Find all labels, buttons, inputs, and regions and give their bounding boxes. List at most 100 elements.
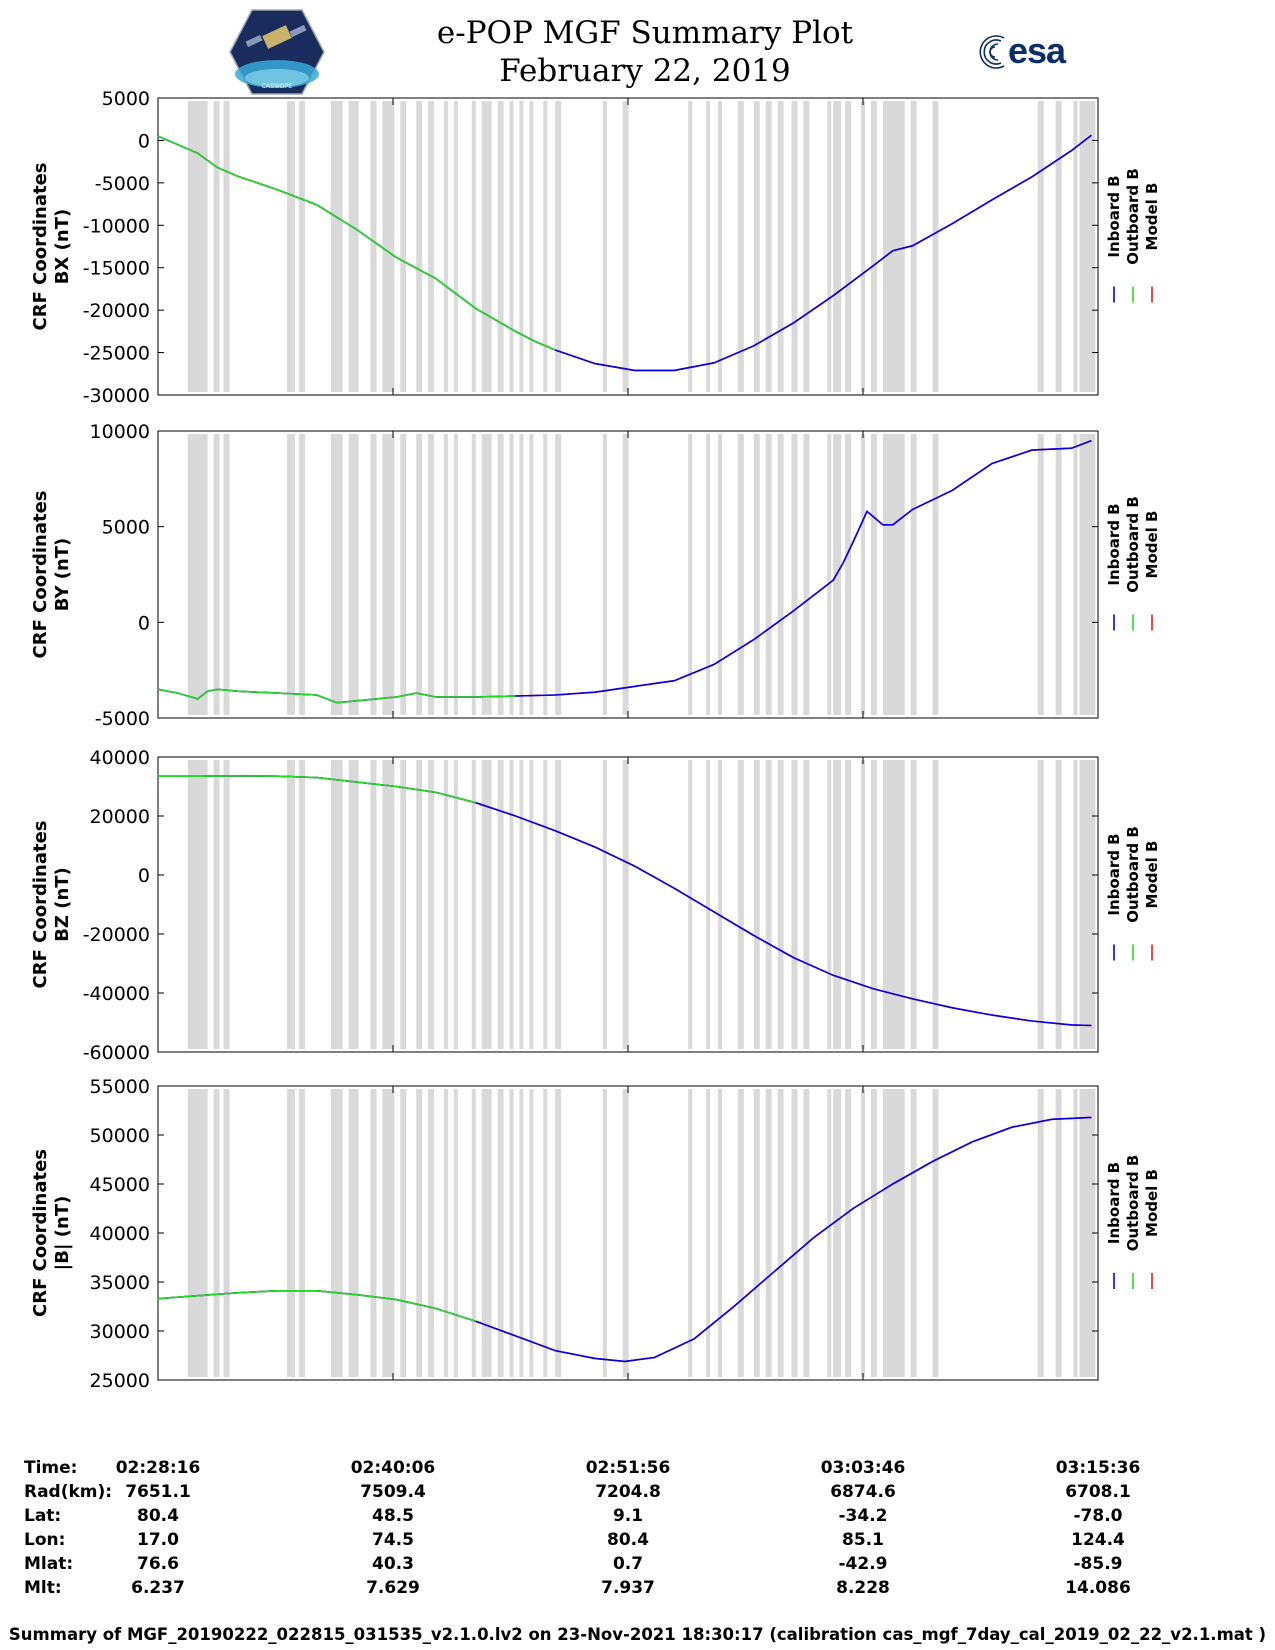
y-tick-label: 40000 <box>90 747 150 769</box>
data-gap-bar <box>330 760 343 1049</box>
data-gap-bar <box>870 1089 877 1377</box>
data-gap-bar <box>223 434 230 715</box>
info-cell: 14.086 <box>1065 1578 1131 1598</box>
data-gap-bar <box>1055 434 1062 715</box>
legend-label: Inboard B <box>1105 1162 1123 1244</box>
data-gap-bar <box>223 101 230 392</box>
data-gap-bar <box>688 101 693 392</box>
legend-label: Inboard B <box>1105 503 1123 585</box>
outboard-b-series <box>157 688 516 704</box>
info-cell: 17.0 <box>137 1530 179 1550</box>
info-cell: 85.1 <box>842 1530 884 1550</box>
data-gap-bar <box>330 1089 343 1377</box>
data-gap-bar <box>833 101 842 392</box>
y-axis-label-line2: BY (nT) <box>52 538 73 612</box>
data-gap-bar <box>519 434 524 715</box>
data-gap-bar <box>370 434 377 715</box>
data-gap-bar <box>348 434 359 715</box>
data-gap-bar <box>543 434 548 715</box>
data-gap-bar <box>213 434 220 715</box>
info-cell: 48.5 <box>372 1506 414 1526</box>
data-gap-bar <box>845 101 852 392</box>
data-gap-bar <box>543 101 548 392</box>
y-tick-label: 40000 <box>90 1223 150 1245</box>
data-gap-bar <box>1079 434 1096 715</box>
data-gap-bar <box>497 101 504 392</box>
data-gap-bar <box>519 1089 524 1377</box>
data-gap-bar <box>882 434 905 715</box>
data-gap-bar <box>187 101 208 392</box>
data-gap-bar <box>497 760 504 1049</box>
data-gap-bar <box>870 760 877 1049</box>
data-gap-bar <box>529 1089 534 1377</box>
data-gap-bar <box>765 1089 772 1377</box>
data-gap-bar <box>529 760 534 1049</box>
y-tick-label: -5000 <box>95 708 150 730</box>
legend-label: Model B <box>1143 511 1161 579</box>
data-gap-bar <box>688 760 693 1049</box>
data-gap-bar <box>443 1089 448 1377</box>
data-gap-bar <box>777 1089 784 1377</box>
data-gap-bar <box>1037 760 1044 1049</box>
data-gap-bar <box>827 434 832 715</box>
data-gap-bar <box>932 434 939 715</box>
data-gap-bar <box>443 434 448 715</box>
data-gap-bar <box>932 760 939 1049</box>
y-tick-label: 50000 <box>90 1125 150 1147</box>
info-cell: 74.5 <box>372 1530 414 1550</box>
data-gap-bar <box>910 760 917 1049</box>
info-cell: -34.2 <box>838 1506 888 1526</box>
info-cell: 02:51:56 <box>585 1458 671 1478</box>
data-gap-bar <box>1073 101 1078 392</box>
panel-bx: 5000 0 -5000 -10000 -15000 -20000 -25000 -30000… <box>30 88 1161 407</box>
legend-label: Model B <box>1143 183 1161 251</box>
data-gap-bar <box>777 760 784 1049</box>
data-gap-bar <box>861 760 865 1049</box>
y-tick-label: -60000 <box>83 1042 150 1064</box>
info-row-label: Time: <box>24 1458 78 1478</box>
info-cell: 6708.1 <box>1065 1482 1131 1502</box>
info-cell: 40.3 <box>372 1554 414 1574</box>
info-cell: 7.629 <box>366 1578 420 1598</box>
data-gap-bar <box>287 760 296 1049</box>
y-tick-label: -25000 <box>83 343 150 365</box>
data-gap-bar <box>428 434 435 715</box>
data-gap-bar <box>737 1089 744 1377</box>
data-gap-bar <box>791 101 798 392</box>
data-gap-bar <box>622 101 629 392</box>
data-gap-bar <box>497 434 504 715</box>
data-gap-bar <box>1079 1089 1096 1377</box>
data-gap-bar <box>910 101 917 392</box>
footer-caption: Summary of MGF_20190222_022815_031535_v2… <box>8 1625 1267 1644</box>
data-gap-bar <box>287 434 296 715</box>
data-gap-bar <box>543 1089 548 1377</box>
data-gap-bar <box>348 760 359 1049</box>
legend-label: Inboard B <box>1105 175 1123 257</box>
data-gap-bar <box>602 1089 607 1377</box>
y-axis-label: CRF Coordinates|B| (nT) <box>30 1149 73 1317</box>
info-cell: 03:15:36 <box>1055 1458 1141 1478</box>
panel-bmag: 55000 50000 45000 40000 35000 30000 25000 CRF C… <box>30 1076 1161 1392</box>
data-gap-bar <box>1055 101 1062 392</box>
data-gap-bar <box>765 434 772 715</box>
y-tick-label: 0 <box>138 612 150 634</box>
data-gap-bar <box>833 1089 842 1377</box>
y-tick-label: -15000 <box>83 258 150 280</box>
data-gap-bar <box>791 434 798 715</box>
data-gap-bar <box>555 760 562 1049</box>
data-gap-bar <box>737 434 744 715</box>
data-gap-bar <box>753 434 760 715</box>
info-cell: -78.0 <box>1073 1506 1123 1526</box>
data-gap-bar <box>602 434 607 715</box>
data-gap-bar <box>287 1089 296 1377</box>
y-axis-label: CRF CoordinatesBX (nT) <box>30 163 73 331</box>
data-gap-bar <box>910 434 917 715</box>
info-cell: 76.6 <box>137 1554 179 1574</box>
data-gap-bar <box>370 760 377 1049</box>
data-gap-bar <box>706 1089 711 1377</box>
data-gap-bar <box>370 101 377 392</box>
y-axis-label-line2: BX (nT) <box>52 209 73 284</box>
data-gap-bar <box>845 434 852 715</box>
info-row: Mlt: 6.237 7.629 7.937 8.228 14.086 <box>0 1578 1275 1602</box>
y-tick-label: -20000 <box>83 924 150 946</box>
